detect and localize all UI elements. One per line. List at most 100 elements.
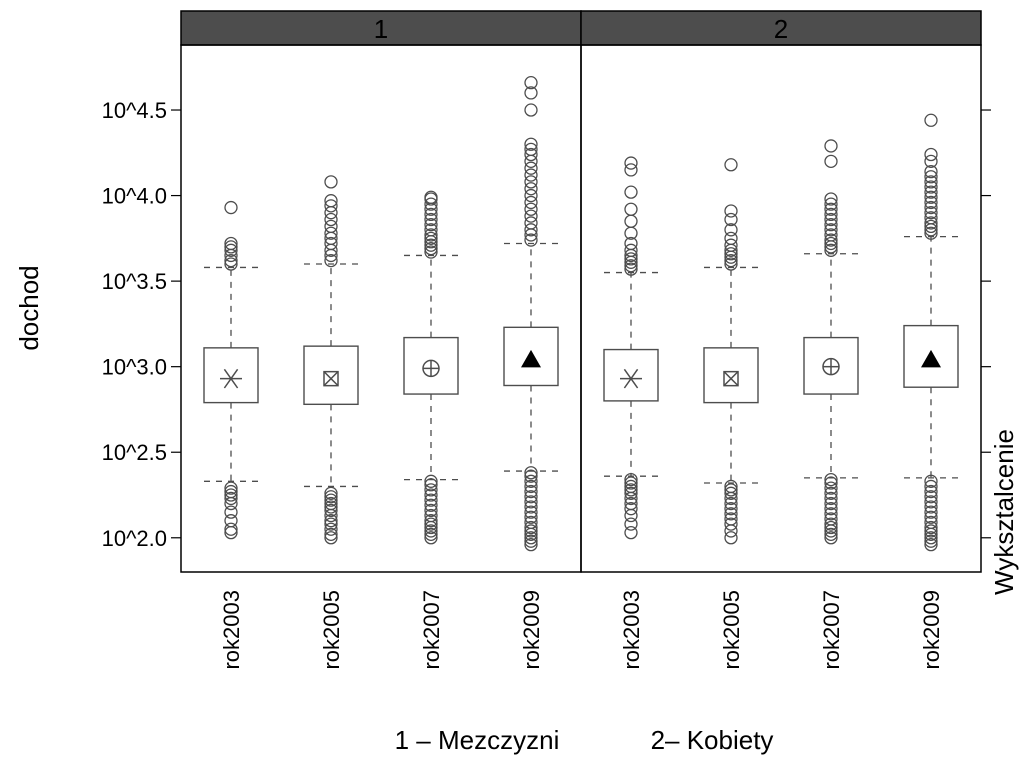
outlier-point bbox=[424, 212, 438, 227]
footer-label-women: 2– Kobiety bbox=[651, 725, 774, 755]
outlier-point bbox=[324, 206, 338, 220]
outlier-point bbox=[624, 496, 638, 511]
outlier-point bbox=[524, 182, 538, 196]
y-tick-label: 10^3.0 bbox=[102, 355, 167, 380]
outlier-point bbox=[524, 154, 538, 169]
outlier-point bbox=[824, 531, 838, 545]
outlier-point bbox=[924, 537, 938, 552]
outlier-point bbox=[524, 168, 538, 182]
outlier-point bbox=[324, 199, 338, 213]
outlier-point bbox=[524, 223, 538, 237]
outlier-point bbox=[224, 514, 238, 528]
outlier-point bbox=[624, 214, 638, 228]
outlier-point bbox=[424, 228, 438, 242]
median-symbol-boxed-x bbox=[323, 370, 339, 387]
outlier-point bbox=[824, 527, 838, 542]
right-axis-label: Wyksztalcenie bbox=[989, 429, 1019, 595]
outlier-point bbox=[224, 522, 238, 536]
outlier-point bbox=[324, 194, 338, 208]
outlier-point bbox=[824, 476, 838, 490]
outlier-point bbox=[924, 534, 938, 548]
outlier-point bbox=[324, 531, 338, 545]
outlier-point bbox=[824, 236, 838, 251]
outlier-point bbox=[424, 531, 438, 545]
outlier-point bbox=[524, 209, 538, 223]
outlier-point bbox=[324, 522, 338, 536]
outlier-point bbox=[424, 238, 438, 252]
category-label: rok2003 bbox=[219, 590, 244, 670]
outlier-point bbox=[824, 496, 838, 511]
outlier-point bbox=[924, 206, 938, 220]
outlier-point bbox=[624, 483, 638, 497]
outlier-point bbox=[524, 505, 538, 519]
outlier-point bbox=[424, 498, 438, 512]
outlier-point bbox=[624, 262, 638, 276]
y-tick-label: 10^3.5 bbox=[102, 269, 167, 294]
outlier-point bbox=[624, 163, 638, 177]
median-symbol-asterisk bbox=[223, 368, 239, 389]
outlier-point bbox=[424, 245, 438, 259]
outlier-point bbox=[824, 223, 838, 237]
outlier-point bbox=[524, 147, 538, 162]
outlier-point bbox=[524, 484, 538, 499]
outlier-point bbox=[924, 484, 938, 499]
outlier-point bbox=[324, 236, 338, 251]
outlier-point bbox=[824, 228, 838, 242]
outlier-point bbox=[224, 257, 238, 271]
outlier-point bbox=[524, 142, 538, 157]
outlier-point bbox=[424, 231, 438, 245]
outlier-point bbox=[924, 515, 938, 530]
outlier-point bbox=[724, 531, 738, 545]
panel-frame bbox=[180, 44, 582, 573]
outlier-point bbox=[724, 502, 738, 516]
outlier-point bbox=[324, 527, 338, 542]
outlier-point bbox=[524, 510, 538, 524]
y-tick-label: 10^2.0 bbox=[102, 526, 167, 551]
outlier-point bbox=[824, 139, 838, 153]
outlier-point bbox=[824, 512, 838, 526]
outlier-point bbox=[524, 524, 538, 538]
outlier-point bbox=[724, 253, 738, 268]
strip-header bbox=[580, 10, 982, 46]
outlier-point bbox=[424, 241, 438, 256]
median-symbol-boxed-x bbox=[723, 370, 739, 387]
outlier-point bbox=[524, 137, 538, 151]
outlier-point bbox=[224, 200, 238, 215]
outlier-point bbox=[924, 524, 938, 538]
outlier-point bbox=[824, 202, 838, 216]
outlier-point bbox=[524, 534, 538, 548]
outlier-point bbox=[624, 185, 638, 199]
outlier-point bbox=[824, 218, 838, 232]
outlier-point bbox=[624, 252, 638, 266]
outlier-point bbox=[824, 197, 838, 211]
outlier-point bbox=[524, 216, 538, 230]
median-symbol-boxed-x bbox=[723, 371, 739, 387]
outlier-point bbox=[924, 113, 938, 127]
outlier-point bbox=[624, 502, 638, 516]
outlier-point bbox=[724, 204, 738, 218]
outlier-point bbox=[924, 219, 938, 234]
box-rok2005 bbox=[703, 158, 759, 545]
category-label: rok2003 bbox=[619, 590, 644, 670]
outlier-point bbox=[524, 175, 538, 189]
outlier-point bbox=[924, 195, 938, 210]
panels: 1 rok2003 rok2005 rok2007 rok2009 2 rok2003 rok… bbox=[180, 10, 982, 670]
outlier-point bbox=[424, 514, 438, 528]
outlier-point bbox=[924, 164, 938, 179]
outlier-point bbox=[424, 223, 438, 237]
outlier-point bbox=[324, 175, 338, 189]
outlier-point bbox=[524, 469, 538, 483]
outlier-point bbox=[824, 520, 838, 535]
outlier-point bbox=[724, 238, 738, 252]
outlier-point bbox=[424, 218, 438, 232]
outlier-point bbox=[924, 175, 938, 189]
outlier-point bbox=[424, 190, 438, 204]
outlier-point bbox=[524, 466, 538, 480]
outlier-point bbox=[924, 147, 938, 162]
median-symbol-asterisk bbox=[623, 368, 639, 389]
outlier-point bbox=[724, 507, 738, 521]
outlier-point bbox=[924, 505, 938, 519]
box-body bbox=[703, 347, 759, 404]
